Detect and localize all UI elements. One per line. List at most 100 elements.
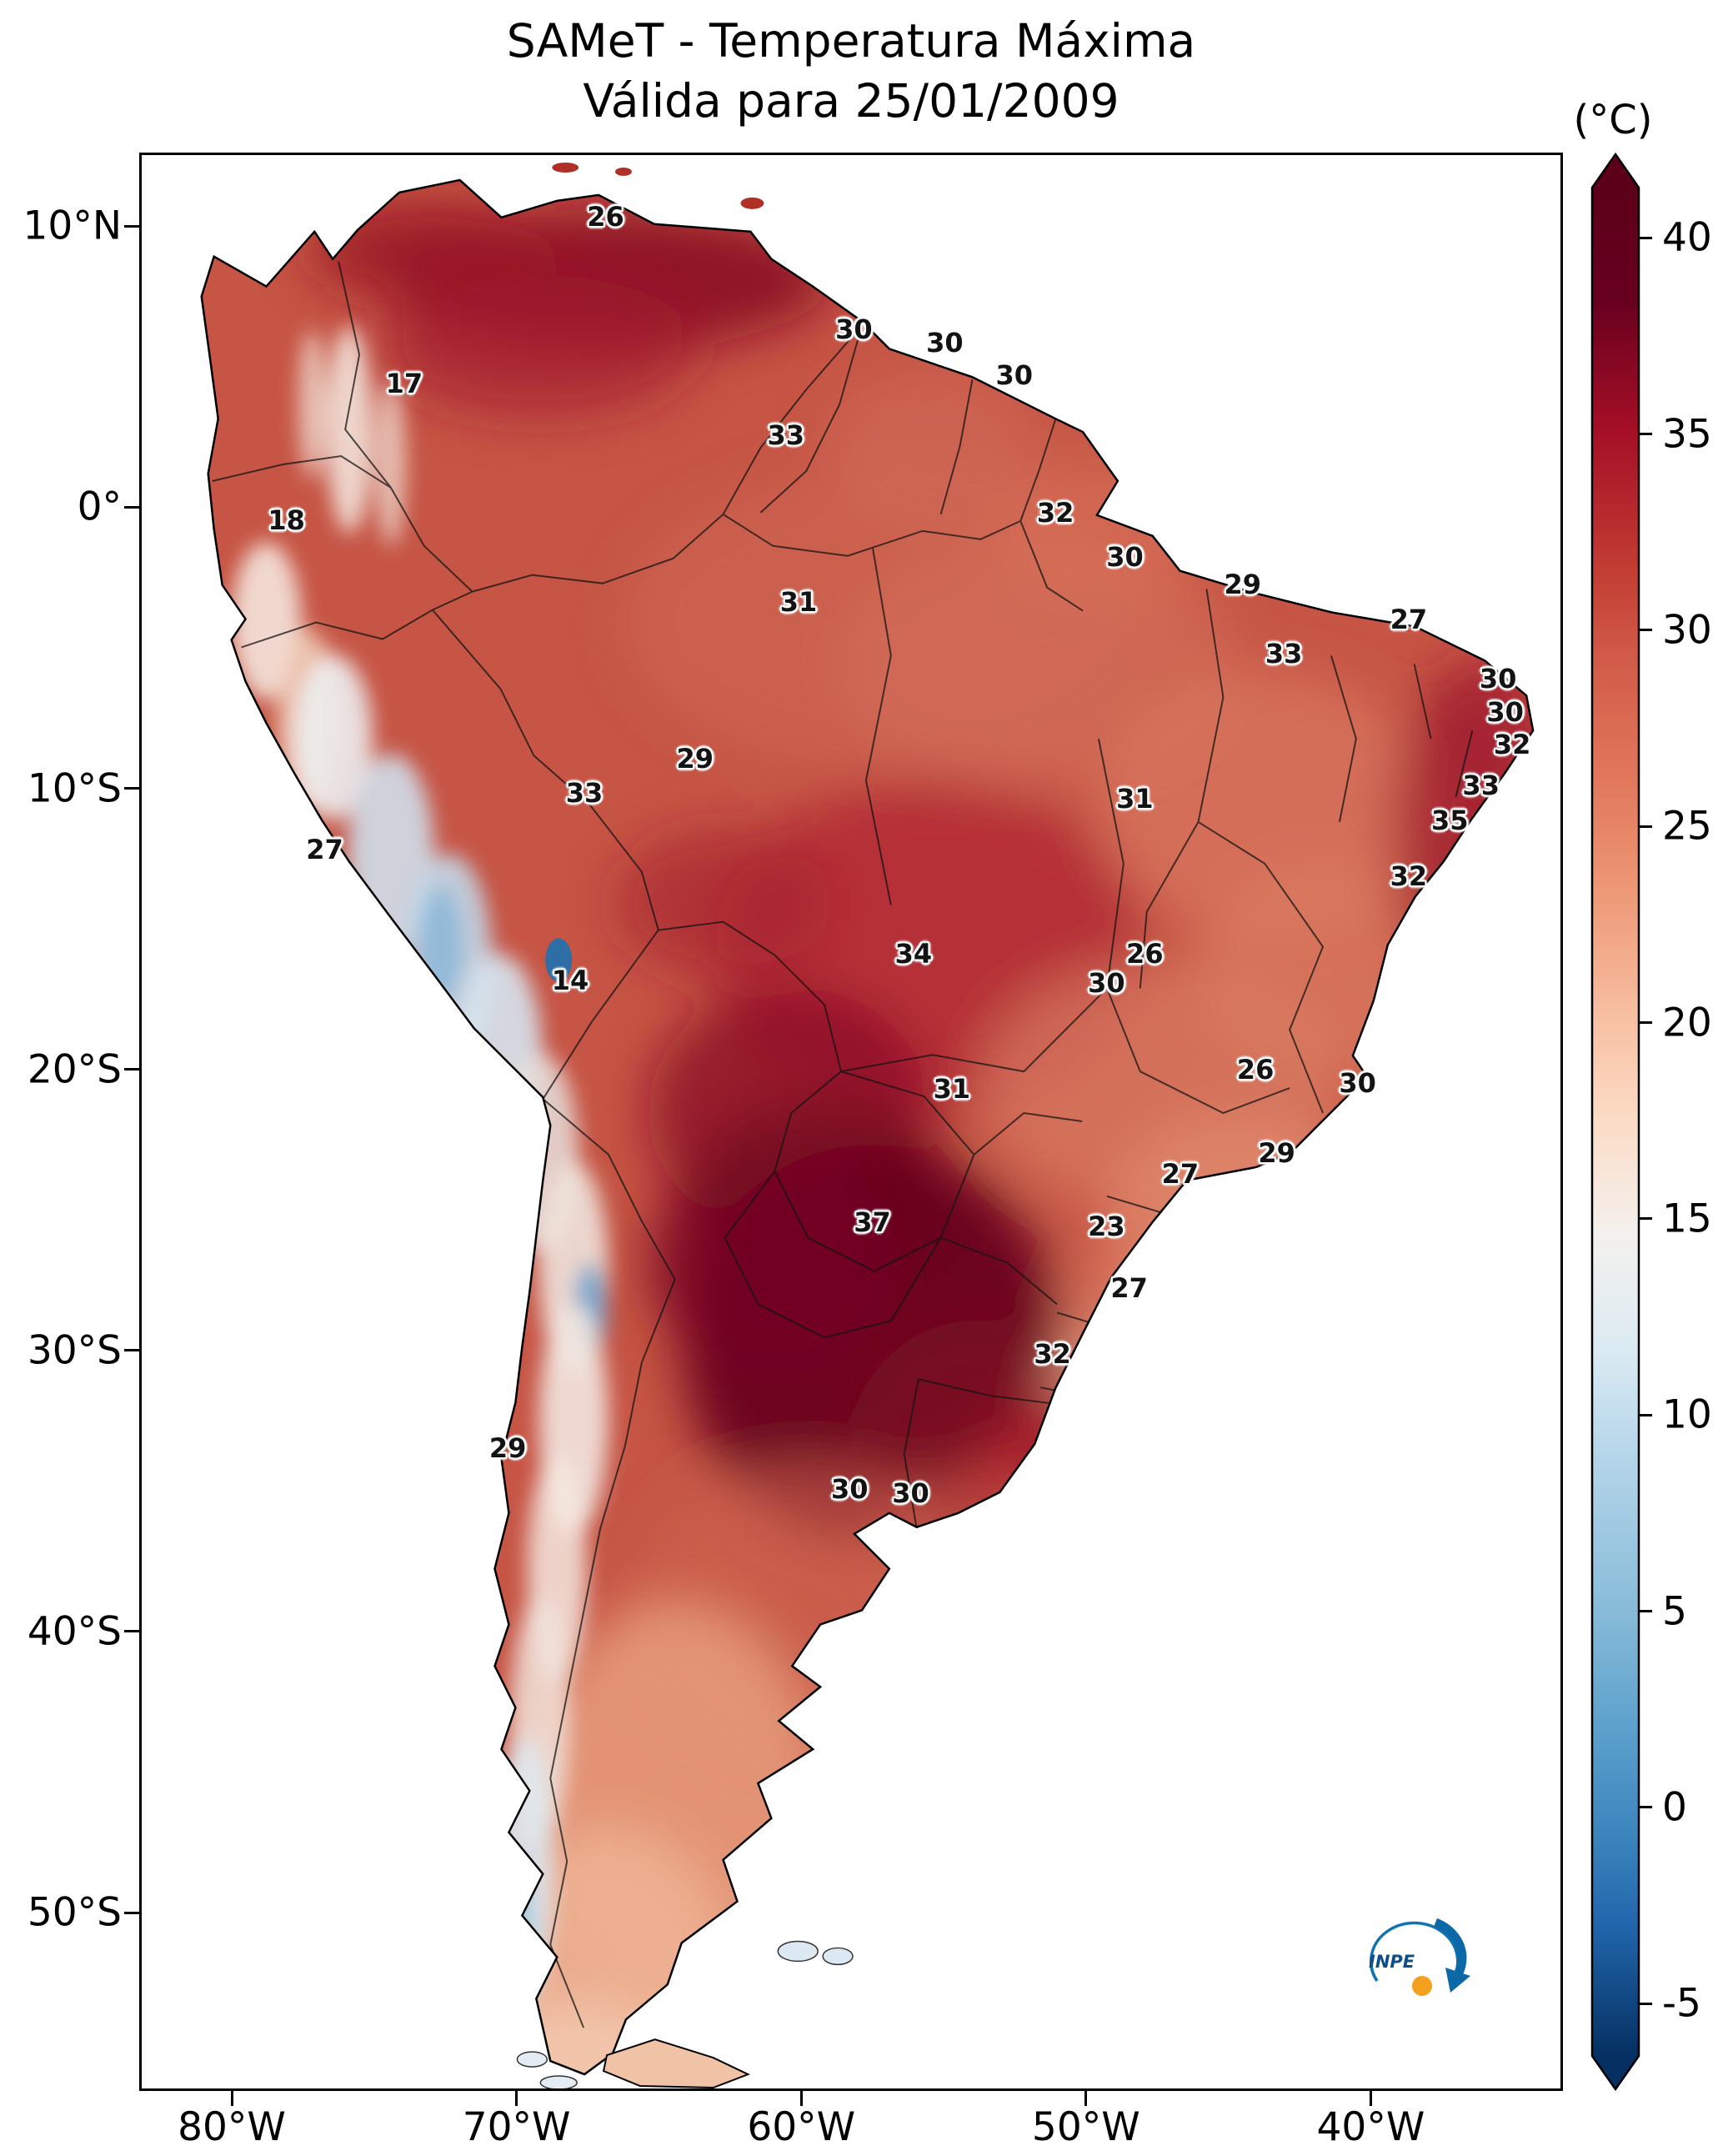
chart-title-line2: Válida para 25/01/2009 <box>583 73 1119 128</box>
temperature-label: 30 <box>1486 695 1524 728</box>
y-tick-mark <box>124 1630 139 1633</box>
colorbar-gradient-bar <box>1590 152 1640 2092</box>
colorbar-tick-label: 25 <box>1662 803 1712 850</box>
temperature-label: 27 <box>1390 603 1428 635</box>
x-tick-label: 50°W <box>1031 2104 1140 2150</box>
x-tick-label: 70°W <box>462 2104 571 2150</box>
y-tick-mark <box>124 224 139 228</box>
map-plot-area: 26 17 18 30 30 30 33 32 30 29 31 27 33 30 30 32 29 33 33 31… <box>139 153 1563 2091</box>
temperature-label: 32 <box>1390 860 1428 892</box>
x-tick-mark <box>799 2091 803 2106</box>
temperature-label: 35 <box>1430 804 1469 836</box>
temperature-label: 27 <box>306 833 343 865</box>
y-tick-label: 10°S <box>27 765 122 812</box>
x-tick-label: 40°W <box>1316 2104 1425 2150</box>
x-tick-mark <box>230 2091 233 2106</box>
temperature-label: 26 <box>587 201 624 233</box>
colorbar-tick-mark <box>1639 2002 1652 2005</box>
temperature-label: 33 <box>565 777 604 810</box>
y-tick-label: 30°S <box>27 1327 122 1374</box>
y-tick-label: 50°S <box>27 1889 122 1936</box>
temperature-label: 26 <box>1236 1053 1275 1086</box>
y-tick-label: 40°S <box>27 1608 122 1655</box>
colorbar-tick-mark <box>1639 825 1652 828</box>
political-borders <box>212 261 1474 2028</box>
temperature-label: 33 <box>767 419 804 452</box>
temperature-label: 29 <box>488 1432 527 1465</box>
temperature-label: 31 <box>1116 783 1154 815</box>
temperature-label: 34 <box>894 937 933 970</box>
logo-orange-dot <box>1412 1976 1432 1996</box>
temperature-label: 32 <box>1036 497 1074 529</box>
islands <box>516 162 854 2088</box>
chart-title: SAMeT - Temperatura Máxima Válida para 2… <box>139 12 1563 131</box>
temperature-label: 23 <box>1088 1210 1125 1242</box>
temperature-label: 32 <box>1493 729 1531 761</box>
temperature-label: 31 <box>779 585 818 618</box>
temperature-label: 14 <box>551 965 589 997</box>
temperature-label: 30 <box>926 326 964 358</box>
colorbar-tick-mark <box>1639 433 1652 436</box>
tierra-del-fuego <box>602 2038 750 2088</box>
y-tick-mark <box>124 505 139 509</box>
temperature-label: 32 <box>1034 1337 1071 1370</box>
logo-arrowhead <box>1445 1968 1470 1993</box>
y-tick-label: 20°S <box>27 1046 122 1093</box>
y-tick-label: 10°N <box>23 203 122 249</box>
temperature-label: 30 <box>1106 541 1144 574</box>
colorbar-tick-label: 30 <box>1662 607 1712 654</box>
colorbar-tick-mark <box>1639 1021 1652 1025</box>
temperature-labels: 26 17 18 30 30 30 33 32 30 29 31 27 33 30 30 32 29 33 33 31… <box>142 155 1560 2088</box>
colorbar-unit-label: (°C) <box>1573 97 1653 143</box>
lake-titicaca <box>545 938 573 982</box>
temperature-label: 30 <box>831 1473 869 1506</box>
colorbar-tick-label: 15 <box>1662 1196 1712 1242</box>
temperature-label: 30 <box>1339 1067 1376 1100</box>
colorbar-tick-label: 20 <box>1662 1000 1712 1046</box>
temperature-label: 30 <box>835 313 873 345</box>
colorbar-tick-label: 5 <box>1662 1588 1687 1635</box>
x-tick-mark <box>1369 2091 1372 2106</box>
y-tick-mark <box>124 1068 139 1071</box>
logo-text: INPE <box>1369 1952 1415 1972</box>
colorbar-tick-label: 10 <box>1662 1391 1712 1438</box>
colorbar-tick-mark <box>1639 1413 1652 1416</box>
colorbar-tick-mark <box>1639 1610 1652 1613</box>
temperature-label: 27 <box>1161 1158 1200 1191</box>
y-tick-mark <box>124 787 139 790</box>
inpe-logo: INPE <box>1369 1918 1470 1996</box>
temperature-label: 30 <box>892 1477 929 1509</box>
temperature-label: 29 <box>1258 1136 1295 1169</box>
logo-arrow-arc <box>1433 1918 1467 1975</box>
temperature-label: 31 <box>933 1073 971 1106</box>
colorbar-tick-label: 0 <box>1662 1784 1687 1831</box>
colorbar-tick-label: -5 <box>1662 1980 1701 2027</box>
temperature-label: 30 <box>1479 663 1517 695</box>
temperature-label: 26 <box>1126 937 1164 970</box>
colorbar-tick-mark <box>1639 1217 1652 1221</box>
temperature-label: 30 <box>995 359 1033 392</box>
y-tick-mark <box>124 1911 139 1914</box>
x-tick-label: 60°W <box>747 2104 856 2150</box>
temperature-label: 29 <box>1224 568 1262 600</box>
colorbar-tick-mark <box>1639 1806 1652 1809</box>
colorbar-tick-label: 35 <box>1662 411 1712 458</box>
south-america-map <box>200 162 1535 2088</box>
temperature-label: 33 <box>1462 769 1500 801</box>
y-tick-mark <box>124 1349 139 1352</box>
colorbar: 40 35 30 25 20 15 10 5 0 -5 <box>1590 152 1712 2092</box>
temperature-label: 27 <box>1110 1271 1148 1304</box>
temperature-label: 30 <box>1088 966 1125 999</box>
colorbar-tick-mark <box>1639 629 1652 632</box>
temperature-label: 29 <box>676 742 714 775</box>
temperature-label: 18 <box>268 504 305 537</box>
temperature-label: 33 <box>1265 638 1303 670</box>
colorbar-tick-label: 40 <box>1662 214 1712 261</box>
y-tick-label: 0° <box>77 484 122 530</box>
colorbar-tick-mark <box>1639 236 1652 239</box>
x-tick-mark <box>515 2091 518 2106</box>
temperature-label: 17 <box>385 367 423 399</box>
temperature-label: 37 <box>854 1206 891 1239</box>
x-tick-label: 80°W <box>178 2104 286 2150</box>
